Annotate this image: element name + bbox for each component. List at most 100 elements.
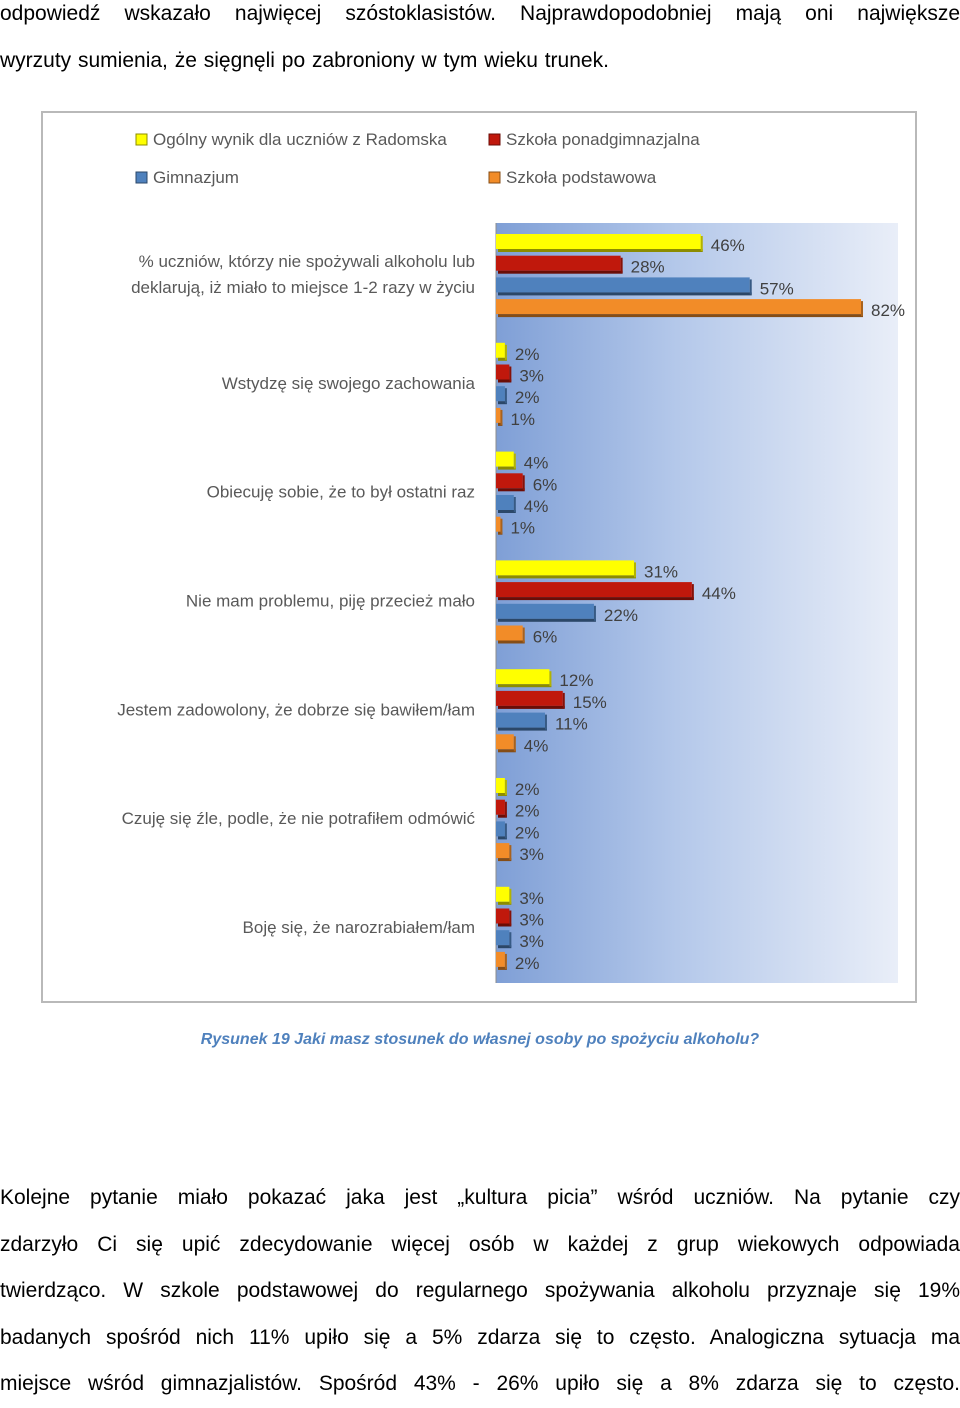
- bar-side: [513, 453, 516, 469]
- bar-side: [500, 409, 503, 425]
- bar-side: [504, 780, 507, 795]
- legend-swatch: [488, 171, 501, 184]
- bar-side: [500, 518, 503, 534]
- data-label: 3%: [519, 932, 544, 951]
- bar-shadow: [498, 705, 565, 709]
- bar: [496, 821, 505, 837]
- bar-shadow: [498, 249, 703, 252]
- data-label: 2%: [515, 780, 540, 799]
- bar-shadow: [498, 966, 507, 970]
- category-label: % uczniów, którzy nie spożywali alkoholu…: [139, 252, 475, 271]
- bar-side: [504, 388, 507, 404]
- bar-side: [513, 497, 516, 512]
- bar-shadow: [498, 727, 547, 731]
- legend-entry: Gimnazjum: [153, 168, 239, 187]
- bar: [496, 299, 861, 315]
- bar-side: [504, 953, 507, 969]
- bar-side: [509, 910, 512, 926]
- bar-shadow: [498, 684, 552, 688]
- data-label: 3%: [519, 845, 544, 864]
- paragraph-line: wyrzuty sumienia, że sięgnęli po zabroni…: [0, 48, 609, 72]
- bar-shadow: [498, 531, 503, 535]
- bar: [496, 407, 501, 423]
- data-label: 44%: [702, 584, 736, 603]
- category-label: deklarują, iż miało to miejsce 1-2 razy …: [131, 278, 475, 297]
- bar-shadow: [498, 793, 507, 796]
- bar: [496, 342, 505, 358]
- paragraph-line: twierdząco. W szkole podstawowej do regu…: [0, 1279, 960, 1302]
- paragraph-line: badanych spośród nich 11% upiło się a 5%…: [0, 1325, 960, 1349]
- bar-side: [549, 671, 552, 687]
- data-label: 82%: [871, 301, 905, 320]
- bar: [496, 560, 634, 576]
- bar-side: [513, 736, 516, 752]
- data-label: 2%: [515, 954, 540, 973]
- bar-shadow: [498, 379, 512, 383]
- data-label: 6%: [533, 475, 558, 494]
- bar: [496, 734, 514, 750]
- paragraph-line: miejsce wśród gimnazjalistów. Spośród 43…: [0, 1372, 960, 1395]
- data-label: 15%: [573, 693, 607, 712]
- legend-swatch: [135, 171, 148, 184]
- data-label: 28%: [631, 258, 665, 277]
- bar-side: [504, 823, 507, 839]
- bottom-paragraph: Kolejne pytanie miało pokazać jaka jest …: [0, 1175, 960, 1408]
- category-label: Czuję się źle, podle, że nie potrafiłem …: [122, 809, 476, 828]
- data-label: 2%: [515, 345, 540, 364]
- bar-side: [700, 236, 703, 251]
- bar-side: [861, 301, 863, 317]
- bar-shadow: [498, 923, 512, 927]
- bar: [496, 234, 701, 249]
- data-label: 22%: [604, 606, 638, 625]
- data-label: 1%: [510, 519, 535, 538]
- bar: [496, 582, 692, 598]
- bar-side: [509, 366, 512, 382]
- category-label: Nie mam problemu, piję przecież mało: [186, 591, 475, 610]
- bar: [496, 886, 510, 902]
- data-label: 1%: [510, 410, 535, 429]
- bar-side: [522, 627, 525, 643]
- bar-side: [509, 888, 512, 904]
- bar: [496, 386, 505, 402]
- bar: [496, 712, 545, 728]
- bar-side: [504, 344, 507, 360]
- bar-shadow: [498, 640, 525, 644]
- bar: [496, 473, 523, 489]
- bar-shadow: [498, 597, 694, 601]
- bar-shadow: [498, 945, 512, 949]
- bar-side: [691, 584, 694, 600]
- category-label: Boję się, że narozrabiałem/łam: [243, 918, 475, 937]
- category-label: Obiecuję sobie, że to był ostatni raz: [207, 483, 475, 502]
- bar: [496, 603, 594, 619]
- bar: [496, 778, 505, 793]
- chart-frame: Ogólny wynik dla uczniów z Radomska Szkoł…: [41, 111, 917, 1003]
- bar-chart: Ogólny wynik dla uczniów z Radomska Szkoł…: [117, 130, 905, 983]
- paragraph-line: odpowiedź wskazało najwięcej szóstoklasi…: [0, 2, 960, 25]
- data-label: 3%: [519, 911, 544, 930]
- bar: [496, 930, 510, 946]
- data-label: 3%: [519, 367, 544, 386]
- data-label: 2%: [515, 802, 540, 821]
- bar-shadow: [498, 270, 623, 274]
- bar: [496, 516, 501, 532]
- legend-entry: Szkoła ponadgimnazjalna: [506, 130, 700, 149]
- data-label: 4%: [524, 736, 549, 755]
- figure-caption: Rysunek 19 Jaki masz stosunek do własnej…: [200, 1031, 760, 1048]
- bar: [496, 908, 510, 924]
- bar-side: [522, 475, 525, 491]
- bar-shadow: [498, 836, 507, 840]
- category-label: Wstydzę się swojego zachowania: [222, 374, 476, 393]
- bar-side: [562, 692, 565, 708]
- data-label: 11%: [555, 715, 588, 734]
- data-label: 31%: [644, 562, 678, 581]
- data-label: 2%: [515, 823, 540, 842]
- bar: [496, 364, 510, 380]
- data-label: 57%: [760, 279, 794, 298]
- bar-shadow: [498, 292, 752, 296]
- data-label: 46%: [711, 236, 745, 255]
- bar-shadow: [498, 401, 507, 405]
- bar: [496, 951, 505, 967]
- bar-shadow: [498, 510, 516, 513]
- data-label: 12%: [559, 671, 593, 690]
- bar-side: [509, 845, 512, 861]
